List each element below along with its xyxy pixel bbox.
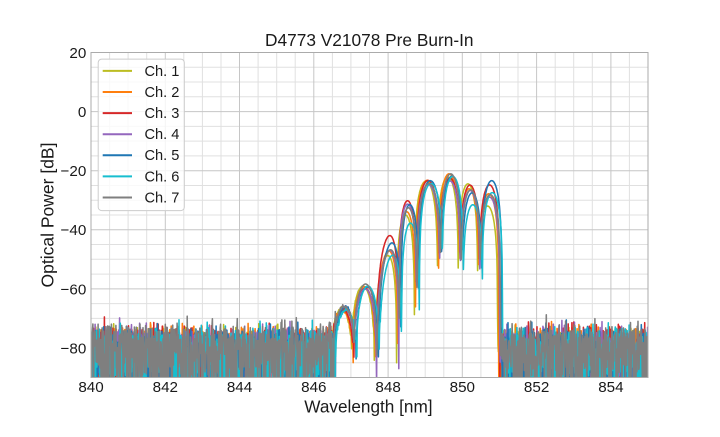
svg-text:844: 844 xyxy=(227,379,252,396)
svg-text:Ch. 1: Ch. 1 xyxy=(145,64,180,80)
svg-text:854: 854 xyxy=(598,379,623,396)
svg-text:Ch. 5: Ch. 5 xyxy=(145,148,180,164)
svg-text:Ch. 2: Ch. 2 xyxy=(145,85,180,101)
svg-text:Ch. 7: Ch. 7 xyxy=(145,190,180,206)
svg-text:852: 852 xyxy=(524,379,549,396)
svg-text:0: 0 xyxy=(78,104,86,121)
svg-text:Optical Power [dB]: Optical Power [dB] xyxy=(38,143,58,288)
svg-text:840: 840 xyxy=(78,379,103,396)
svg-text:−80: −80 xyxy=(61,340,87,357)
svg-text:−40: −40 xyxy=(61,222,87,239)
svg-text:842: 842 xyxy=(153,379,178,396)
svg-text:850: 850 xyxy=(450,379,475,396)
svg-text:Ch. 4: Ch. 4 xyxy=(145,127,180,143)
svg-text:846: 846 xyxy=(301,379,326,396)
svg-text:D4773 V21078 Pre Burn-In: D4773 V21078 Pre Burn-In xyxy=(265,30,473,50)
svg-text:20: 20 xyxy=(69,45,86,62)
svg-text:Ch. 3: Ch. 3 xyxy=(145,106,180,122)
svg-text:Wavelength [nm]: Wavelength [nm] xyxy=(304,396,432,416)
svg-text:−20: −20 xyxy=(61,163,87,180)
svg-text:−60: −60 xyxy=(61,281,87,298)
svg-text:Ch. 6: Ch. 6 xyxy=(145,169,180,185)
svg-text:848: 848 xyxy=(375,379,400,396)
